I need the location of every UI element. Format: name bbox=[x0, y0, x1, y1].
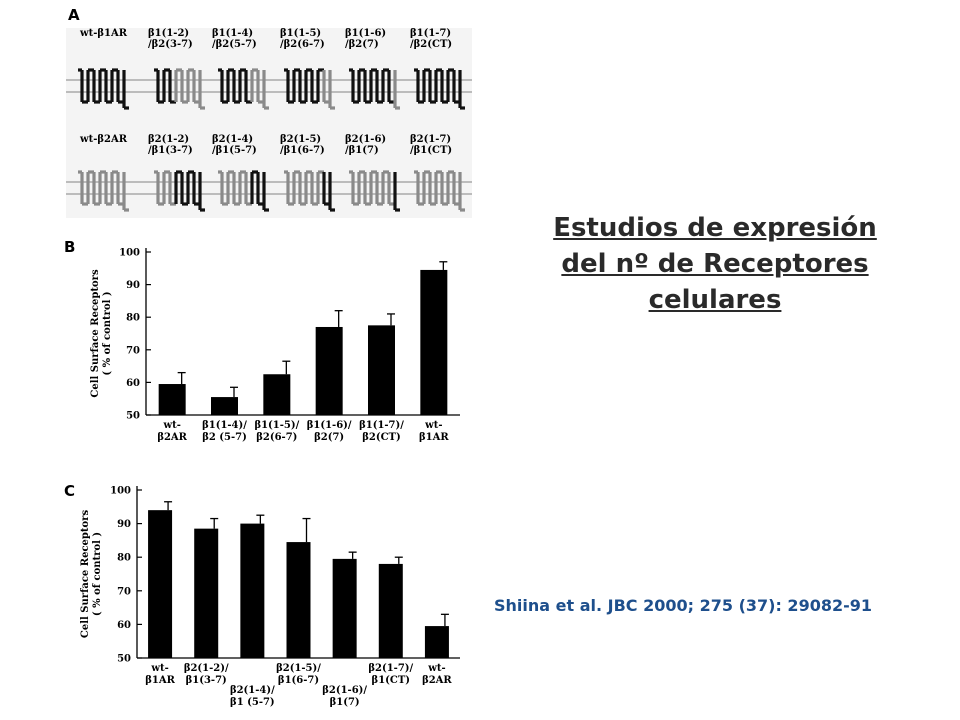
panel-a-background bbox=[66, 28, 472, 218]
panel-c-chart: 50 60 70 80 90 100 Cell Surface Receptors( % o… bbox=[80, 486, 460, 708]
citation: Shiina et al. JBC 2000; 275 (37): 29082-… bbox=[494, 596, 872, 615]
y-tick-label: 50 bbox=[117, 654, 131, 665]
bar bbox=[332, 558, 357, 658]
x-category-label: β1(1-7)/β2(CT) bbox=[359, 420, 404, 443]
y-tick-label: 70 bbox=[126, 345, 140, 356]
y-tick-label: 90 bbox=[126, 280, 140, 291]
bar bbox=[286, 542, 311, 658]
construct-label: wt-β1AR bbox=[79, 28, 128, 39]
panel-a-schematic: wt-β1AR β1(1-2)/β2(3-7) β1(1-4)/β2(5-7) β1(… bbox=[66, 28, 472, 218]
y-tick-label: 100 bbox=[119, 248, 140, 259]
x-category-label: β2(1-4)/β1 (5-7) bbox=[230, 685, 275, 708]
x-category-label: β2(1-2)/β1(3-7) bbox=[184, 663, 229, 686]
bar bbox=[263, 374, 291, 415]
y-tick-label: 90 bbox=[117, 519, 131, 530]
receptor-glyph bbox=[78, 170, 129, 212]
y-axis-label: Cell Surface Receptors( % of control ) bbox=[80, 510, 103, 639]
x-category-label: wt-β1AR bbox=[145, 663, 175, 686]
x-category-label: β1(1-6)/β2(7) bbox=[307, 420, 352, 443]
construct-label: β2(1-6)/β1(7) bbox=[345, 134, 386, 156]
construct-label: β1(1-6)/β2(7) bbox=[345, 28, 386, 50]
receptor-glyph bbox=[78, 68, 129, 110]
construct-label: β1(1-7)/β2(CT) bbox=[410, 28, 452, 50]
construct-label: wt-β2AR bbox=[79, 134, 128, 145]
construct-label: β2(1-4)/β1(5-7) bbox=[212, 134, 257, 156]
y-tick-label: 80 bbox=[117, 553, 131, 564]
x-category-label: β1(1-5)/β2(6-7) bbox=[254, 420, 299, 443]
bar bbox=[368, 325, 395, 415]
x-category-label: β2(1-7)/β1(CT) bbox=[368, 663, 413, 686]
y-tick-label: 70 bbox=[117, 586, 131, 597]
panel-b-chart: 50 60 70 80 90 100 Cell Surface Receptors( % o… bbox=[90, 248, 460, 443]
bar bbox=[158, 384, 186, 415]
title-line-1: Estudios de expresión bbox=[553, 213, 877, 243]
slide-title: Estudios de expresión del nº de Receptor… bbox=[520, 210, 910, 318]
construct-label: β2(1-2)/β1(3-7) bbox=[148, 134, 193, 156]
bar bbox=[240, 523, 265, 658]
title-line-2: del nº de Receptores bbox=[561, 249, 869, 279]
receptor-glyph bbox=[154, 170, 205, 212]
x-category-label: β2(1-6)/β1(7) bbox=[322, 685, 367, 708]
panel-b-letter: B bbox=[64, 238, 75, 256]
construct-label: β1(1-4)/β2(5-7) bbox=[212, 28, 257, 50]
receptor-glyph bbox=[218, 68, 269, 110]
receptor-glyph bbox=[218, 170, 269, 212]
title-line-3: celulares bbox=[648, 285, 782, 315]
y-tick-label: 50 bbox=[126, 411, 140, 422]
y-tick-label: 60 bbox=[126, 378, 140, 389]
bar bbox=[420, 269, 448, 415]
receptor-glyph bbox=[284, 68, 335, 110]
bar bbox=[211, 397, 238, 415]
construct-label: β1(1-5)/β2(6-7) bbox=[280, 28, 325, 50]
construct-label: β1(1-2)/β2(3-7) bbox=[148, 28, 193, 50]
bar bbox=[378, 563, 403, 658]
y-axis-label: Cell Surface Receptors( % of control ) bbox=[90, 269, 113, 398]
x-category-label: wt-β2AR bbox=[157, 420, 187, 443]
bar bbox=[424, 626, 449, 658]
construct-label: β2(1-5)/β1(6-7) bbox=[280, 134, 325, 156]
y-tick-label: 60 bbox=[117, 620, 131, 631]
bar bbox=[148, 510, 173, 658]
receptor-glyph bbox=[349, 170, 400, 212]
bar bbox=[194, 528, 219, 658]
x-category-label: β1(1-4)/β2 (5-7) bbox=[202, 420, 247, 443]
receptor-glyph bbox=[349, 68, 400, 110]
bar bbox=[315, 326, 343, 415]
panel-a-letter: A bbox=[68, 6, 80, 24]
x-category-label: wt-β2AR bbox=[422, 663, 452, 686]
receptor-glyph bbox=[284, 170, 335, 212]
x-category-label: β2(1-5)/β1(6-7) bbox=[276, 663, 321, 686]
receptor-glyph bbox=[414, 170, 465, 212]
construct-label: β2(1-7)/β1(CT) bbox=[410, 134, 452, 156]
receptor-glyph bbox=[154, 68, 205, 110]
y-tick-label: 80 bbox=[126, 313, 140, 324]
x-category-label: wt-β1AR bbox=[419, 420, 449, 443]
panel-c-letter: C bbox=[64, 482, 75, 500]
y-tick-label: 100 bbox=[110, 486, 131, 497]
receptor-glyph bbox=[414, 68, 465, 110]
